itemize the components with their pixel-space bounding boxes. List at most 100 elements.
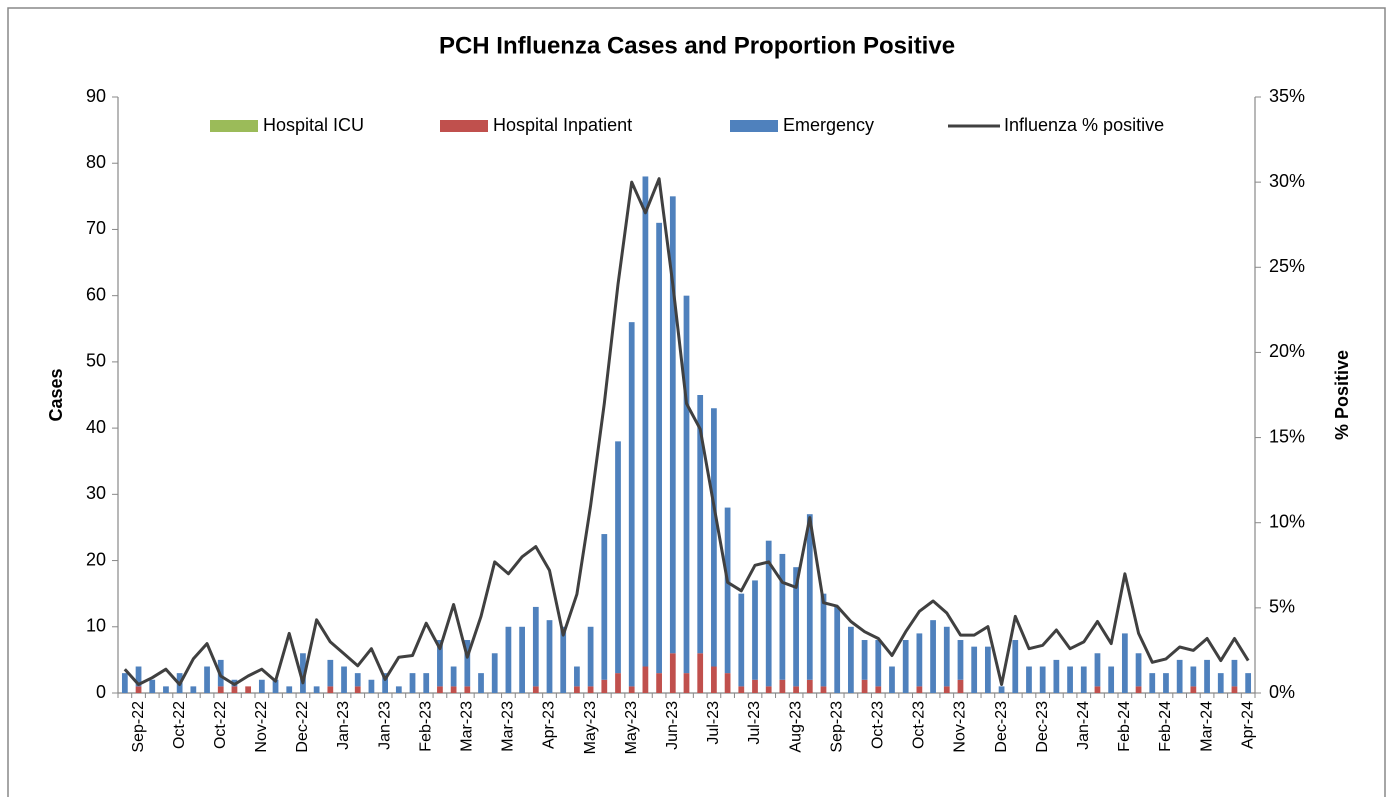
bar	[615, 673, 621, 693]
x-tick-label: Nov-23	[952, 701, 969, 753]
bar	[861, 679, 868, 693]
bar	[163, 686, 169, 693]
x-tick-label: Sep-22	[130, 701, 147, 753]
bar	[574, 666, 580, 687]
bar	[779, 679, 786, 693]
bar	[1094, 686, 1101, 693]
bar	[765, 540, 772, 687]
x-tick-label: Jan-23	[376, 701, 393, 750]
bar	[971, 646, 978, 693]
legend-label: Hospital ICU	[263, 115, 364, 135]
y2-axis-title: % Positive	[1332, 350, 1352, 440]
bar	[300, 653, 306, 693]
bar	[1121, 633, 1128, 693]
x-tick-label: Aug-23	[787, 701, 804, 753]
bar	[957, 640, 964, 680]
bar	[793, 567, 799, 687]
bar	[560, 626, 567, 693]
bar	[998, 686, 1005, 693]
bar	[1012, 640, 1019, 693]
legend-swatch	[210, 120, 258, 132]
bar	[943, 626, 950, 687]
bar	[1108, 666, 1115, 693]
bar	[313, 686, 320, 693]
bar	[656, 222, 662, 674]
x-tick-label: Jul-23	[746, 701, 763, 745]
x-tick-label: Feb-23	[417, 701, 434, 752]
bar	[1094, 653, 1101, 687]
x-tick-label: Sep-23	[828, 701, 845, 753]
bar	[1217, 673, 1224, 693]
bar	[738, 593, 745, 687]
x-tick-label: Jan-24	[1075, 701, 1092, 750]
bar	[724, 673, 731, 693]
bar	[464, 640, 471, 687]
y2-tick-label: 20%	[1269, 341, 1305, 361]
x-tick-label: Dec-23	[993, 701, 1010, 753]
x-tick-label: Nov-22	[253, 701, 270, 753]
bar	[848, 626, 854, 693]
bar	[656, 673, 662, 693]
x-tick-label: Oct-22	[212, 701, 229, 749]
bar	[532, 686, 539, 693]
bar	[546, 620, 553, 693]
bar	[450, 666, 457, 687]
y-tick-label: 70	[86, 218, 106, 238]
bar	[327, 686, 334, 693]
legend-swatch	[440, 120, 488, 132]
bar	[711, 666, 717, 693]
bar	[354, 673, 361, 687]
bar	[382, 673, 389, 693]
y-tick-label: 80	[86, 152, 106, 172]
legend-label: Influenza % positive	[1004, 115, 1164, 135]
bar	[450, 686, 457, 693]
y-tick-label: 60	[86, 284, 106, 304]
bar	[1080, 666, 1087, 693]
bar	[1053, 659, 1060, 693]
x-tick-label: Oct-22	[171, 701, 188, 749]
bar	[149, 679, 156, 693]
x-tick-label: May-23	[582, 701, 599, 754]
x-tick-label: Mar-23	[500, 701, 517, 752]
bar	[478, 673, 484, 693]
x-tick-label: Apr-23	[541, 701, 558, 749]
bar	[930, 620, 936, 693]
bar	[135, 666, 142, 687]
y-tick-label: 30	[86, 483, 106, 503]
bar	[875, 686, 882, 693]
bar	[793, 686, 799, 693]
x-tick-label: Jun-23	[664, 701, 681, 750]
bar	[1039, 666, 1046, 693]
bar	[711, 408, 717, 667]
bar	[1231, 659, 1238, 687]
bar	[341, 666, 347, 693]
x-tick-label: Mar-23	[459, 701, 476, 752]
bar	[615, 441, 621, 674]
bar	[697, 653, 704, 693]
bar	[820, 686, 827, 693]
bar	[204, 666, 210, 693]
bar	[327, 659, 334, 687]
bar	[820, 593, 827, 687]
bar	[697, 395, 704, 654]
y-tick-label: 20	[86, 549, 106, 569]
bar	[1067, 666, 1073, 693]
bar	[916, 633, 923, 687]
chart-title: PCH Influenza Cases and Proportion Posit…	[439, 32, 955, 59]
y2-tick-label: 25%	[1269, 256, 1305, 276]
bar	[245, 686, 252, 693]
bar	[286, 686, 293, 693]
bar	[806, 679, 813, 693]
bar	[861, 640, 868, 680]
bar	[231, 686, 238, 693]
x-tick-label: Oct-23	[870, 701, 887, 749]
bar	[532, 606, 539, 687]
bar	[984, 646, 991, 693]
bar	[834, 606, 841, 693]
bar	[491, 653, 498, 693]
x-tick-label: Jul-23	[705, 701, 722, 745]
bar	[1245, 673, 1252, 693]
bar	[957, 679, 964, 693]
